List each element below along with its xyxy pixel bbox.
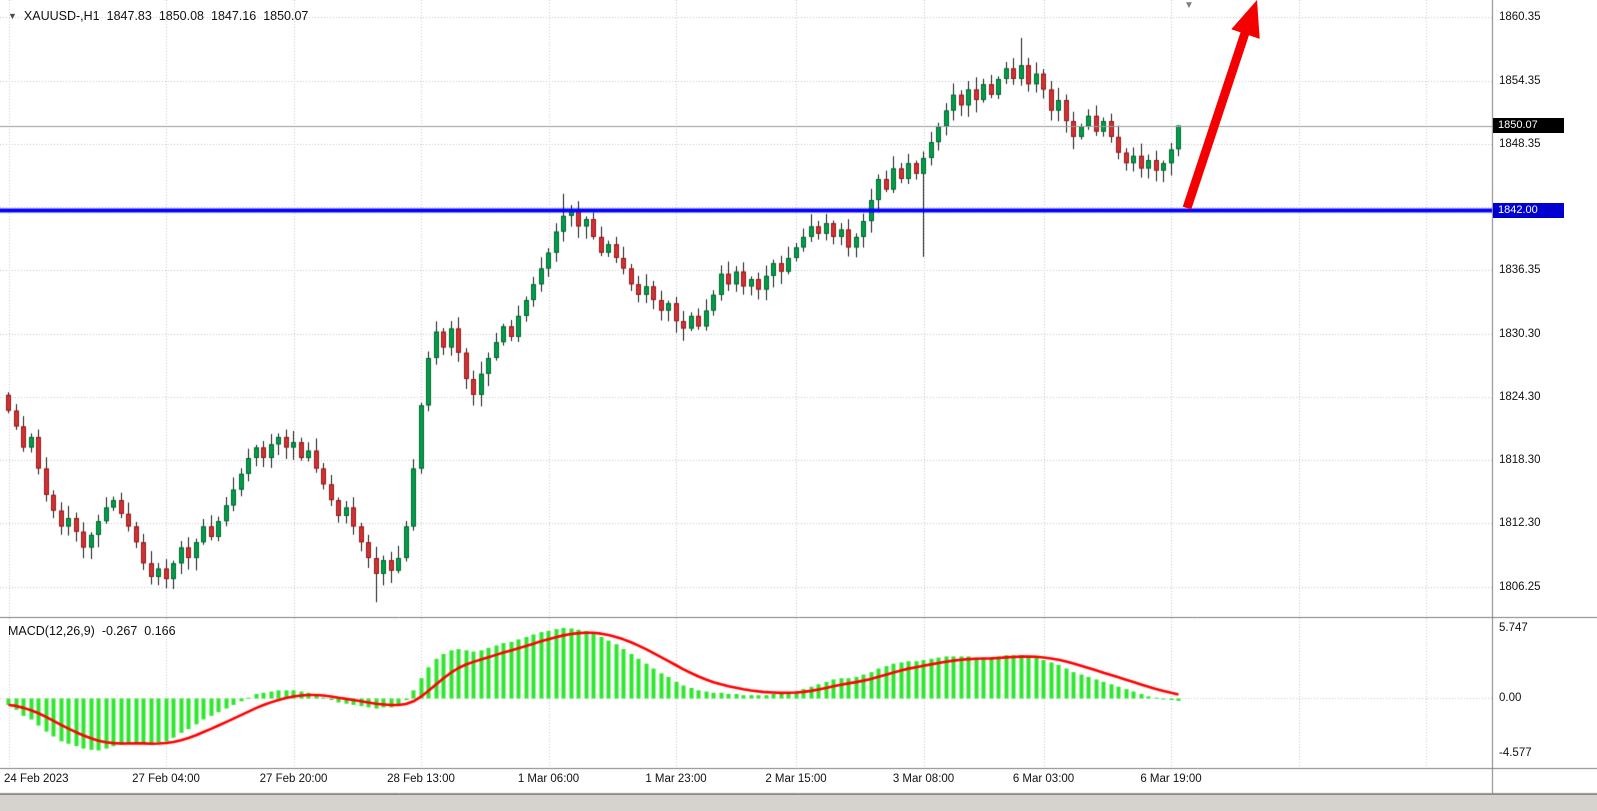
- ohlc-low: 1847.16: [211, 9, 257, 23]
- macd-name: MACD(12,26,9): [8, 624, 95, 638]
- macd-signal-value: 0.166: [144, 624, 176, 638]
- hline-price-tag: 1842.00: [1493, 203, 1564, 219]
- macd-indicator-label: MACD(12,26,9) -0.267 0.166: [8, 624, 176, 638]
- time-tick-label: 28 Feb 13:00: [387, 773, 455, 785]
- time-tick-label: 24 Feb 2023: [4, 773, 69, 785]
- time-tick-label: 1 Mar 06:00: [517, 773, 580, 785]
- macd-tick-label: 5.747: [1499, 621, 1528, 634]
- price-tick-label: 1848.35: [1499, 137, 1541, 150]
- chart-header: ▼ XAUUSD-,H1 1847.83 1850.08 1847.16 185…: [8, 9, 308, 23]
- current-price-tag: 1850.07: [1493, 118, 1564, 134]
- time-tick-label: 2 Mar 15:00: [765, 773, 827, 785]
- price-tick-label: 1854.35: [1499, 74, 1541, 87]
- time-tick-label: 1 Mar 23:00: [645, 773, 707, 785]
- price-tick-label: 1860.35: [1499, 11, 1541, 24]
- macd-tick-label: 0.00: [1499, 691, 1522, 704]
- symbol-marker-icon[interactable]: ▼: [8, 10, 17, 21]
- ohlc-close: 1850.07: [263, 9, 309, 23]
- time-tick-label: 27 Feb 04:00: [132, 773, 200, 785]
- price-tick-label: 1812.30: [1499, 517, 1541, 530]
- bottom-scrollbar[interactable]: [0, 794, 1597, 811]
- time-tick-label: 3 Mar 08:00: [892, 773, 955, 785]
- price-tick-label: 1806.25: [1499, 580, 1541, 593]
- macd-value: -0.267: [101, 624, 138, 638]
- ohlc-open: 1847.83: [106, 9, 152, 23]
- time-tick-label: 6 Mar 19:00: [1140, 773, 1202, 785]
- time-tick-label: 6 Mar 03:00: [1012, 773, 1075, 785]
- macd-tick-label: -4.577: [1499, 747, 1532, 760]
- chart-shift-marker-icon[interactable]: ▼: [1184, 0, 1194, 11]
- ohlc-high: 1850.08: [158, 9, 205, 23]
- trend-arrow-object[interactable]: [1175, 0, 1270, 220]
- price-tick-label: 1818.30: [1499, 454, 1541, 467]
- price-tick-label: 1824.30: [1499, 390, 1541, 403]
- symbol-title: XAUUSD-,H1: [23, 9, 100, 23]
- price-tick-label: 1830.30: [1499, 327, 1541, 340]
- time-tick-label: 27 Feb 20:00: [259, 773, 328, 785]
- price-tick-label: 1836.35: [1499, 264, 1541, 277]
